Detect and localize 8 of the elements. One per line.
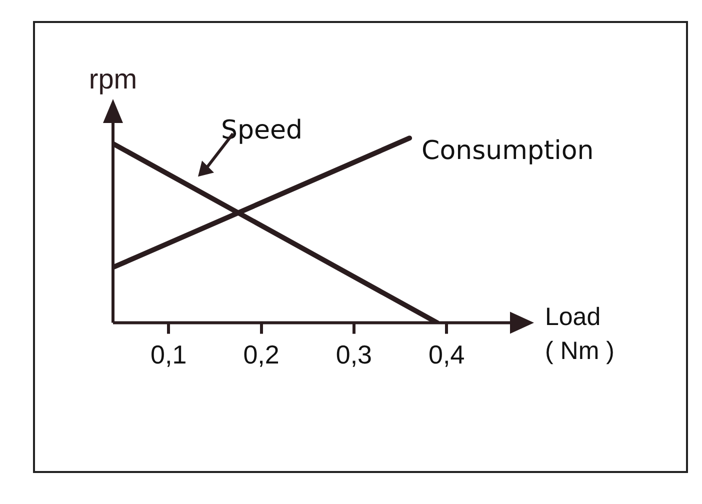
x-tick-label: 0,4 — [428, 340, 465, 370]
x-axis-title: Load ( Nm ) — [545, 302, 615, 367]
x-tick-label: 0,2 — [243, 340, 280, 370]
x-tick-label: 0,3 — [336, 340, 372, 370]
y-axis-title: rpm — [88, 64, 138, 95]
series-label: Speed — [221, 115, 303, 146]
x-tick-label: 0,1 — [150, 340, 187, 370]
series-label: Consumption — [422, 136, 594, 166]
